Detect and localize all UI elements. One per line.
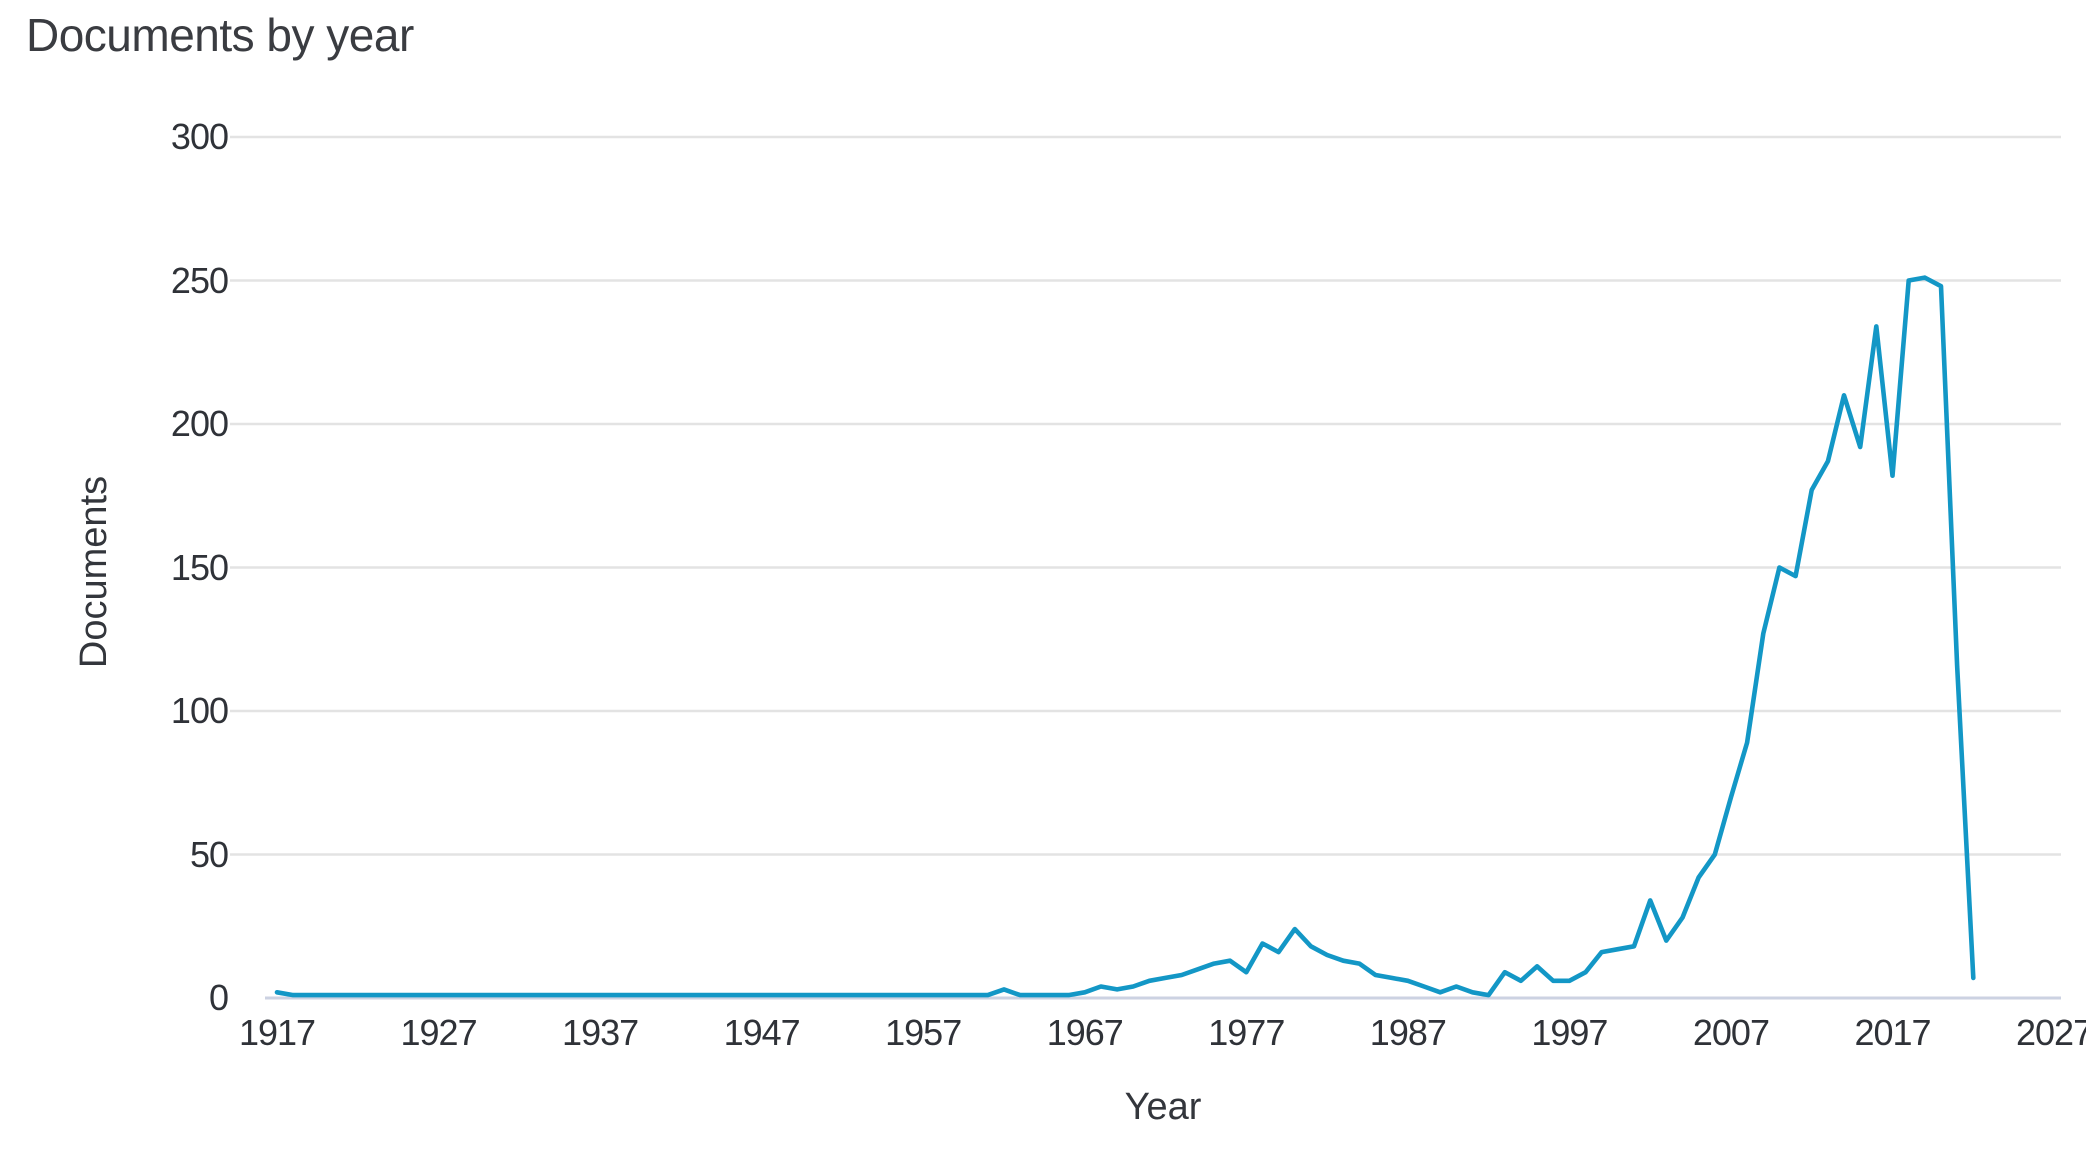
y-tick-label: 50 xyxy=(189,833,229,875)
x-tick-label: 1917 xyxy=(238,1012,316,1053)
y-tick-label: 150 xyxy=(170,546,229,588)
y-tick-label: 300 xyxy=(170,116,229,157)
y-tick-label: 100 xyxy=(170,690,229,731)
x-tick-label: 1947 xyxy=(723,1012,801,1053)
x-axis-title: Year xyxy=(1124,1086,1202,1128)
x-tick-label: 1937 xyxy=(562,1012,639,1053)
x-tick-label: 2017 xyxy=(1854,1012,1931,1053)
y-tick-label: 200 xyxy=(170,403,229,444)
x-tick-label: 1967 xyxy=(1046,1012,1124,1053)
x-tick-label: 1997 xyxy=(1531,1012,1608,1053)
x-tick-label: 1927 xyxy=(400,1012,478,1053)
x-tick-label: 2007 xyxy=(1692,1012,1770,1053)
y-tick-label: 250 xyxy=(170,259,229,301)
x-tick-label: 1977 xyxy=(1208,1012,1285,1053)
y-tick-label: 0 xyxy=(208,977,229,1018)
series-line-documents[interactable] xyxy=(274,275,1976,998)
x-tick-label: 1957 xyxy=(885,1012,962,1053)
chart-title: Documents by year xyxy=(26,9,414,61)
x-tick-label: 2027 xyxy=(2016,1012,2086,1053)
x-tick-label: 1987 xyxy=(1369,1012,1447,1053)
